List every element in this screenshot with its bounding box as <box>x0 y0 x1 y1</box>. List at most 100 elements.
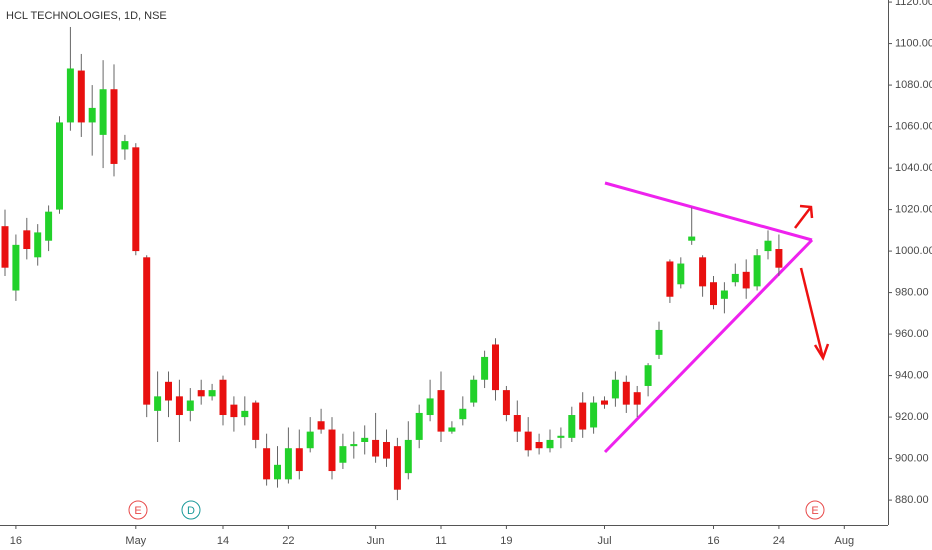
candle-body <box>339 446 347 463</box>
candle-body <box>328 429 336 472</box>
candle-body <box>502 390 510 416</box>
candle-body <box>655 329 663 355</box>
candle-body <box>437 390 445 432</box>
x-tick-label: 24 <box>773 535 785 547</box>
y-tick-label: 940.00 <box>895 369 929 381</box>
event-label: D <box>187 505 195 517</box>
candle-body <box>535 441 543 449</box>
candle-body <box>88 107 96 123</box>
candle-body <box>415 412 423 440</box>
candle-body <box>165 381 172 401</box>
candle-body <box>601 400 608 405</box>
candle-body <box>143 257 151 405</box>
x-tick-label: Aug <box>835 535 855 547</box>
x-tick-label: 14 <box>217 535 229 547</box>
candle-body <box>590 402 598 428</box>
y-tick-label: 1080.00 <box>895 79 932 91</box>
candle-body <box>317 421 325 430</box>
y-tick-label: 880.00 <box>895 494 929 506</box>
candle-body <box>677 263 685 285</box>
y-tick-label: 960.00 <box>895 328 929 340</box>
candle-body <box>383 441 390 459</box>
candle-body <box>611 379 619 399</box>
candle-body <box>12 244 20 291</box>
y-tick-label: 1100.00 <box>895 37 932 49</box>
y-tick-label: 1060.00 <box>895 120 932 132</box>
candle-body <box>121 141 129 150</box>
candle-body <box>197 390 205 397</box>
chart-title: HCL TECHNOLOGIES, 1D, NSE <box>6 10 167 22</box>
candle-body <box>764 240 772 252</box>
y-tick-label: 1000.00 <box>895 245 932 257</box>
candle-body <box>524 431 532 451</box>
candle-body <box>731 273 739 283</box>
candle-body <box>753 255 761 287</box>
candle-body <box>492 344 499 391</box>
candle-body <box>513 415 521 432</box>
y-tick-label: 920.00 <box>895 411 929 423</box>
candle-body <box>633 392 641 405</box>
candle-body <box>688 236 696 241</box>
x-tick-label: May <box>125 535 146 547</box>
candle-body <box>295 448 303 472</box>
candle-body <box>45 211 53 241</box>
y-tick-label: 1040.00 <box>895 162 932 174</box>
event-marker[interactable] <box>128 500 148 520</box>
candle-body <box>644 365 652 386</box>
candle-body <box>99 89 107 135</box>
trend-line <box>604 181 813 242</box>
candle-body <box>56 122 63 210</box>
candle-body <box>23 230 31 250</box>
candle-body <box>546 439 554 449</box>
arrow-head <box>813 343 830 361</box>
candle-body <box>448 427 456 432</box>
candle-body <box>361 437 369 442</box>
candle-body <box>426 398 434 416</box>
x-tick-label: 19 <box>500 535 512 547</box>
candle-body <box>230 404 238 418</box>
trend-line <box>603 238 814 454</box>
candle-body <box>263 448 271 480</box>
candle-body <box>77 70 85 123</box>
candle-body <box>699 257 707 287</box>
candle-body <box>175 396 183 416</box>
candle-body <box>742 271 750 289</box>
candle-body <box>459 408 467 420</box>
candle-body <box>557 435 565 438</box>
candle-body <box>720 290 728 299</box>
candle-body <box>241 410 249 418</box>
candle-body <box>284 448 292 480</box>
event-marker[interactable] <box>181 500 201 520</box>
x-tick-label: Jul <box>597 535 611 547</box>
candle-body <box>219 379 227 416</box>
candle-body <box>393 446 401 490</box>
candle-body <box>622 381 630 405</box>
candle-body <box>470 379 478 403</box>
candle-body <box>350 444 358 447</box>
y-tick-label: 1020.00 <box>895 203 932 215</box>
x-tick-label: 16 <box>707 535 719 547</box>
candle-body <box>579 402 587 430</box>
candle-body <box>208 390 216 397</box>
candle-body <box>110 89 118 164</box>
arrow <box>799 267 825 359</box>
event-label: E <box>811 505 818 517</box>
candle-body <box>154 396 162 411</box>
arrow-head <box>799 204 814 219</box>
candle-body <box>372 439 380 457</box>
candle-body <box>568 415 576 438</box>
candle-body <box>666 261 674 297</box>
candle-body <box>34 232 42 258</box>
candle-body <box>775 249 783 268</box>
candle-body <box>710 282 717 306</box>
candle-body <box>404 439 412 474</box>
event-marker[interactable] <box>805 500 825 520</box>
candle-body <box>66 68 74 123</box>
arrow <box>794 206 812 229</box>
x-tick-label: 22 <box>282 535 294 547</box>
y-tick-label: 1120.00 <box>895 0 932 8</box>
candle-body <box>132 147 140 252</box>
drawings <box>603 181 830 454</box>
